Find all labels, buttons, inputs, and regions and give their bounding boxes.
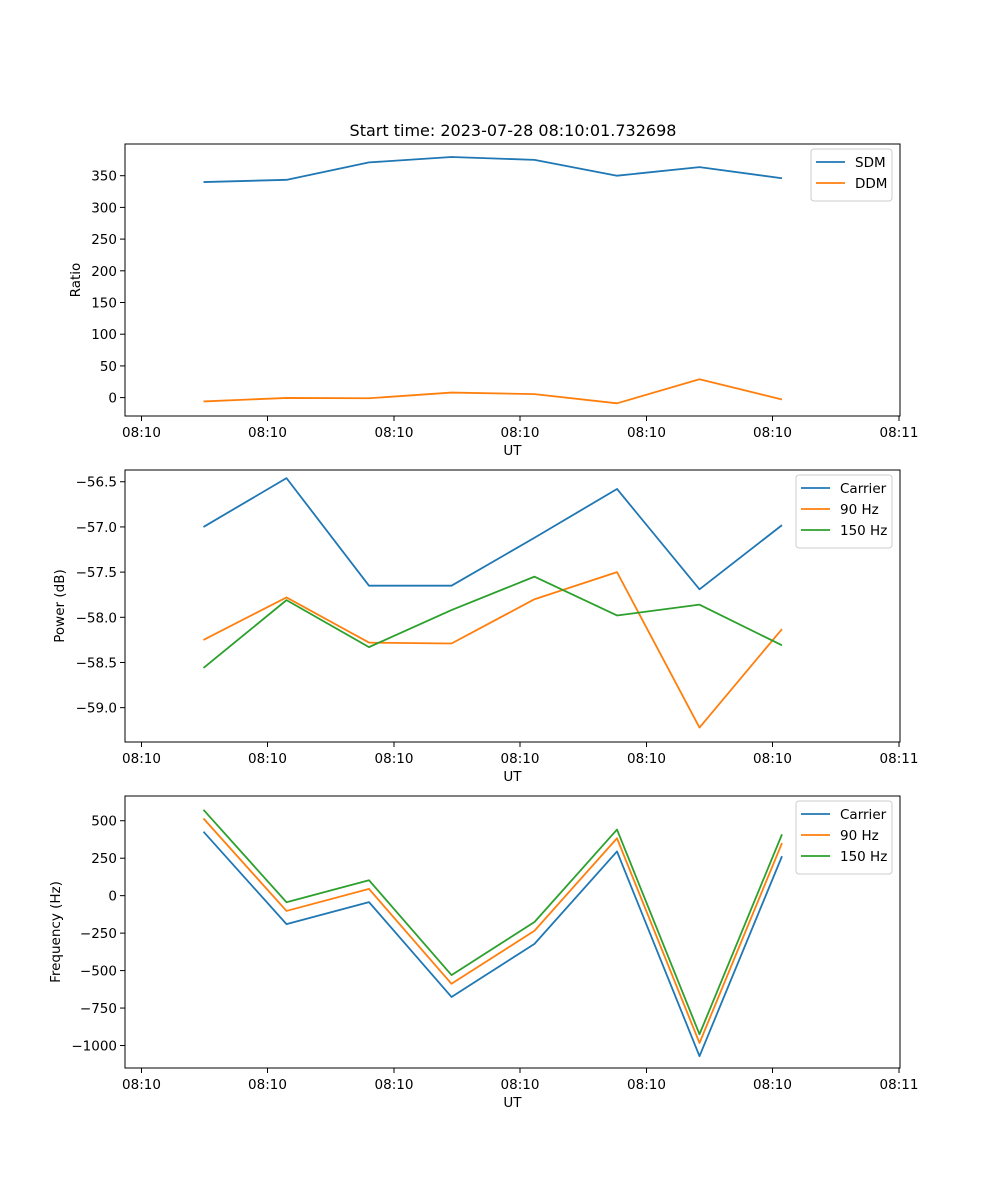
y-tick-label: 250 xyxy=(91,232,117,248)
x-tick-label: 08:10 xyxy=(627,751,666,767)
y-tick-label: −56.5 xyxy=(76,475,117,491)
x-tick-label: 08:10 xyxy=(753,425,792,441)
y-tick-label: 0 xyxy=(108,889,117,905)
y-tick-label: −57.0 xyxy=(76,520,117,536)
x-tick-label: 08:10 xyxy=(753,1077,792,1093)
x-tick-label: 08:10 xyxy=(248,751,287,767)
x-axis-label: UT xyxy=(503,443,522,459)
axes-frame xyxy=(124,795,901,1069)
x-tick-label: 08:10 xyxy=(753,751,792,767)
x-tick-label: 08:10 xyxy=(248,1077,287,1093)
y-tick-label: −59.0 xyxy=(76,701,117,717)
y-axis-label: Power (dB) xyxy=(52,569,68,642)
legend-entry: DDM xyxy=(855,176,887,192)
x-tick-label: 08:10 xyxy=(122,751,161,767)
y-tick-label: −57.5 xyxy=(76,565,117,581)
y-tick-label: −58.5 xyxy=(76,655,117,671)
y-tick-label: −58.0 xyxy=(76,610,117,626)
y-tick-label: 300 xyxy=(91,200,117,216)
x-tick-label: 08:10 xyxy=(375,751,414,767)
series-line-150-hz xyxy=(202,575,783,669)
chart-panel-2: 08:10 08:10 08:10 08:10 08:10 08:10 08:11 UT −59… xyxy=(52,469,919,785)
x-axis-label: UT xyxy=(503,1095,522,1111)
series-line-ddm xyxy=(203,378,783,405)
y-tick-label: −1000 xyxy=(71,1039,117,1055)
y-tick-label: 200 xyxy=(91,264,117,280)
chart-panel-3: 08:10 08:10 08:10 08:10 08:10 08:10 08:11 UT −10… xyxy=(48,795,919,1111)
x-tick-label: 08:10 xyxy=(248,425,287,441)
x-tick-label: 08:10 xyxy=(501,751,540,767)
y-tick-label: 150 xyxy=(91,296,117,312)
legend-entry: Carrier xyxy=(840,807,887,823)
x-tick-label: 08:10 xyxy=(375,1077,414,1093)
x-tick-label: 08:10 xyxy=(501,425,540,441)
y-tick-label: 500 xyxy=(91,814,117,830)
chart-title: Start time: 2023-07-28 08:10:01.732698 xyxy=(350,121,677,140)
axes-frame xyxy=(124,143,901,417)
y-tick-label: 50 xyxy=(100,359,117,375)
x-tick-label: 08:10 xyxy=(122,425,161,441)
y-tick-label: 350 xyxy=(91,169,117,185)
series-line-sdm xyxy=(203,156,783,183)
series-line-150-hz xyxy=(202,809,783,1036)
x-tick-label: 08:11 xyxy=(880,751,919,767)
y-tick-label: 250 xyxy=(91,851,117,867)
series-line-carrier xyxy=(203,477,783,591)
legend-entry: 150 Hz xyxy=(840,849,887,865)
legend-entry: SDM xyxy=(855,155,886,171)
x-tick-label: 08:10 xyxy=(501,1077,540,1093)
y-tick-label: 0 xyxy=(108,391,117,407)
legend-entry: Carrier xyxy=(840,481,887,497)
y-tick-label: 100 xyxy=(91,327,117,343)
y-axis-label: Frequency (Hz) xyxy=(48,881,64,983)
legend-entry: 150 Hz xyxy=(840,523,887,539)
y-tick-label: −750 xyxy=(80,1001,117,1017)
x-tick-label: 08:10 xyxy=(627,425,666,441)
legend-entry: 90 Hz xyxy=(840,828,879,844)
y-tick-label: −250 xyxy=(80,926,117,942)
legend-entry: 90 Hz xyxy=(840,502,879,518)
y-tick-label: −500 xyxy=(80,964,117,980)
x-tick-label: 08:10 xyxy=(122,1077,161,1093)
series-line-90-hz xyxy=(203,571,783,729)
x-tick-label: 08:10 xyxy=(375,425,414,441)
chart-panel-1: 08:10 08:10 08:10 08:10 08:10 08:10 08:11 UT 0 50… xyxy=(68,143,919,459)
x-tick-label: 08:10 xyxy=(627,1077,666,1093)
x-tick-label: 08:11 xyxy=(880,1077,919,1093)
y-axis-label: Ratio xyxy=(68,263,84,298)
x-tick-label: 08:11 xyxy=(880,425,919,441)
series-line-carrier xyxy=(202,831,783,1058)
x-axis-label: UT xyxy=(503,769,522,785)
axes-frame xyxy=(124,469,901,743)
series-line-90-hz xyxy=(202,817,783,1044)
